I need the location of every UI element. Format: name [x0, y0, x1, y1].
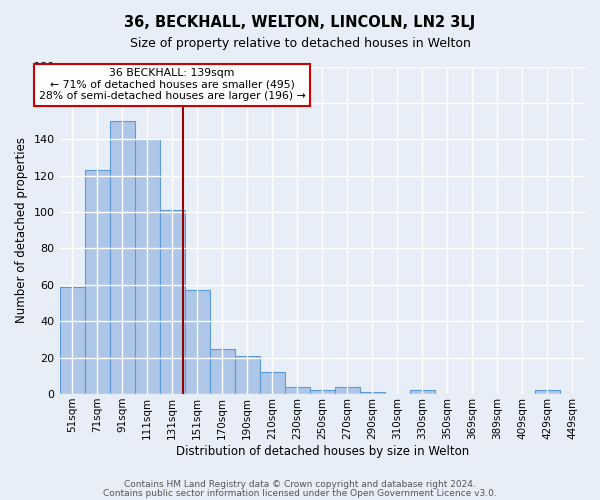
Text: 36 BECKHALL: 139sqm
← 71% of detached houses are smaller (495)
28% of semi-detac: 36 BECKHALL: 139sqm ← 71% of detached ho… — [39, 68, 305, 102]
Bar — [209, 348, 235, 394]
Bar — [285, 387, 310, 394]
Bar — [360, 392, 385, 394]
Bar — [235, 356, 260, 394]
Bar — [410, 390, 435, 394]
Bar — [85, 170, 110, 394]
Bar — [160, 210, 185, 394]
X-axis label: Distribution of detached houses by size in Welton: Distribution of detached houses by size … — [176, 444, 469, 458]
Text: Size of property relative to detached houses in Welton: Size of property relative to detached ho… — [130, 38, 470, 51]
Bar — [134, 140, 160, 394]
Bar — [59, 286, 85, 394]
Bar — [110, 121, 134, 394]
Bar — [260, 372, 285, 394]
Text: 36, BECKHALL, WELTON, LINCOLN, LN2 3LJ: 36, BECKHALL, WELTON, LINCOLN, LN2 3LJ — [124, 15, 476, 30]
Y-axis label: Number of detached properties: Number of detached properties — [15, 138, 28, 324]
Bar — [310, 390, 335, 394]
Bar — [335, 387, 360, 394]
Bar — [185, 290, 209, 394]
Text: Contains public sector information licensed under the Open Government Licence v3: Contains public sector information licen… — [103, 490, 497, 498]
Text: Contains HM Land Registry data © Crown copyright and database right 2024.: Contains HM Land Registry data © Crown c… — [124, 480, 476, 489]
Bar — [535, 390, 560, 394]
